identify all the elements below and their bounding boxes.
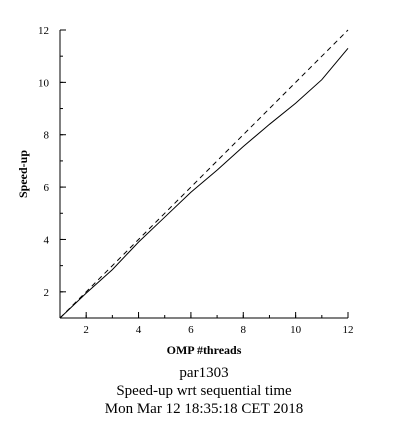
- plot-axes: [59, 30, 348, 319]
- x-tick-label: 8: [241, 324, 247, 336]
- caption-title: Speed-up wrt sequential time: [116, 383, 292, 399]
- x-tick-label: 12: [343, 324, 354, 336]
- x-axis-title: OMP #threads: [167, 343, 242, 357]
- x-tick-label: 10: [290, 324, 302, 336]
- chart-series: [59, 29, 349, 319]
- ideal-speedup-line: [59, 29, 349, 319]
- caption-machine: par1303: [179, 365, 229, 381]
- y-tick-label: 8: [44, 130, 50, 142]
- y-tick-label: 10: [38, 77, 50, 89]
- y-tick-label: 4: [44, 234, 50, 246]
- y-tick-label: 2: [44, 287, 50, 299]
- caption-date: Mon Mar 12 18:35:18 CET 2018: [104, 401, 304, 417]
- y-tick-label: 6: [44, 182, 50, 194]
- y-axis-title: Speed-up: [16, 150, 30, 198]
- x-tick-label: 4: [136, 324, 142, 336]
- y-tick-label: 12: [38, 25, 49, 37]
- axis-ticks: 2 4 6 8 10 12 2 4 6 8 10 12: [38, 25, 354, 336]
- x-tick-label: 6: [188, 324, 194, 336]
- x-tick-label: 2: [83, 324, 89, 336]
- measured-speedup-line: [59, 47, 349, 319]
